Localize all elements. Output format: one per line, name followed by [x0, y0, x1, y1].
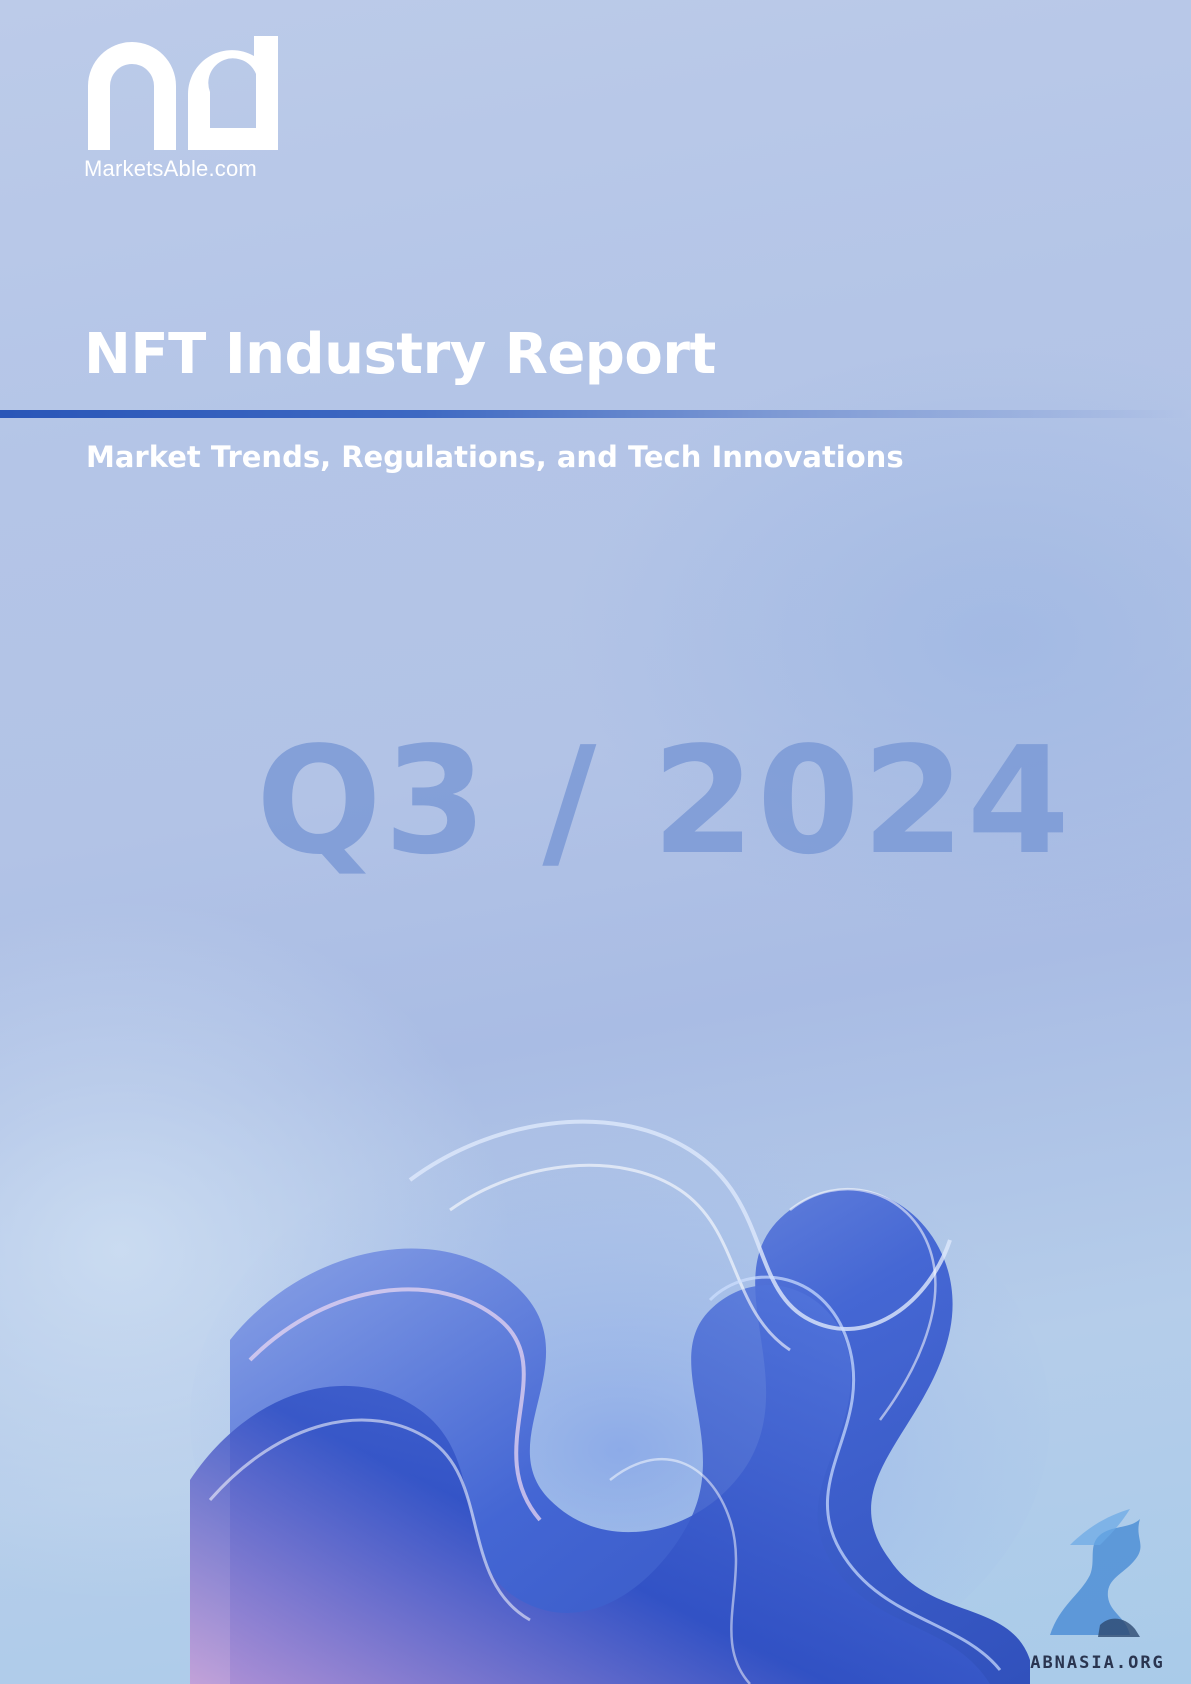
griffin-icon	[1050, 1509, 1141, 1637]
watermark-badge: ABNASIA.ORG	[1010, 1505, 1185, 1675]
report-period: Q3 / 2024	[256, 715, 1072, 887]
watermark-text: ABNASIA.ORG	[1030, 1653, 1165, 1673]
report-subtitle: Market Trends, Regulations, and Tech Inn…	[86, 440, 904, 474]
brand-name: MarketsAble.com	[84, 156, 257, 181]
brand-logo: MarketsAble.com	[84, 34, 300, 184]
md-monogram-logo-icon	[88, 36, 278, 150]
ribbon-folds	[190, 1119, 1030, 1684]
title-divider	[0, 410, 1191, 418]
abstract-ribbon-illustration	[190, 1119, 1050, 1684]
report-title: NFT Industry Report	[84, 322, 716, 387]
